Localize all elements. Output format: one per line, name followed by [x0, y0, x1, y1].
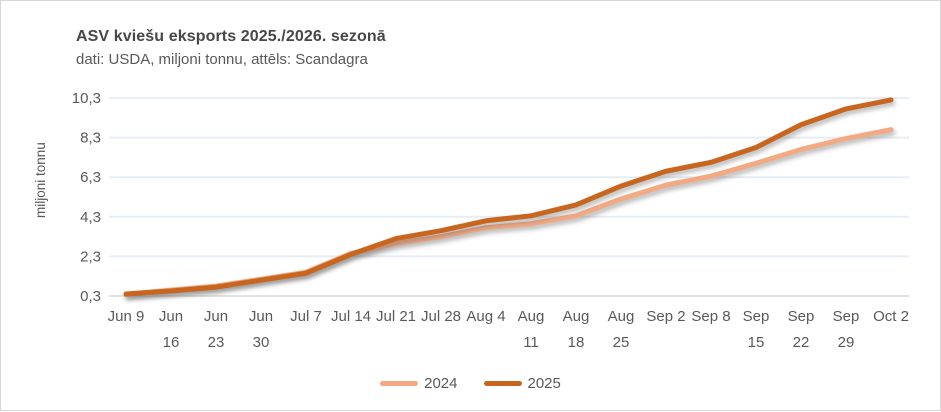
legend-item-2025: 2025 [483, 374, 561, 392]
x-tick-label: 30 [253, 334, 270, 351]
x-tick-label: 11 [523, 334, 539, 351]
y-axis-tick-labels: 0,3 2,3 4,3 6,3 8,3 10,3 [72, 90, 101, 305]
legend-swatch-2025 [483, 380, 522, 386]
y-tick-label: 4,3 [80, 209, 101, 226]
x-tick-label: 29 [838, 334, 855, 351]
x-tick-label: Jul 28 [421, 308, 461, 325]
legend-label-2024: 2024 [424, 374, 458, 392]
chart-subtitle: dati: USDA, miljoni tonnu, attēls: Scand… [76, 51, 368, 68]
x-tick-label: Jun 9 [108, 308, 145, 325]
chart-legend: 2024 2025 [1, 371, 940, 395]
gridlines [109, 97, 909, 297]
x-tick-label: Jul 21 [376, 308, 416, 325]
series-line-2024 [123, 127, 894, 297]
y-tick-label: 8,3 [80, 130, 101, 147]
x-tick-label: 25 [613, 334, 630, 351]
series-line-2025 [123, 97, 894, 297]
legend-label-2025: 2025 [527, 374, 561, 392]
x-tick-label: Aug 4 [466, 308, 505, 325]
y-tick-label: 10,3 [72, 90, 101, 107]
x-tick-label: 16 [163, 334, 180, 351]
series-lines [123, 97, 894, 297]
x-tick-label: Oct 2 [873, 308, 909, 325]
x-tick-label: Jul 7 [290, 308, 322, 325]
y-tick-label: 0,3 [80, 288, 101, 305]
x-tick-label: 22 [793, 334, 810, 351]
x-tick-label: Sep [743, 308, 770, 325]
x-tick-label: Jun [204, 308, 228, 325]
x-tick-label: Jun [249, 308, 273, 325]
x-tick-label: Sep 2 [646, 308, 685, 325]
y-tick-label: 2,3 [80, 248, 101, 265]
x-tick-label: Aug [563, 308, 590, 325]
x-tick-label: 23 [208, 334, 225, 351]
x-tick-label: Sep [788, 308, 815, 325]
x-tick-label: Aug [518, 308, 545, 325]
y-tick-label: 6,3 [80, 169, 101, 186]
legend-item-2024: 2024 [380, 374, 458, 392]
x-axis-tick-labels: Jun 9 Jun 16 Jun 23 Jun 30 Jul 7 Jul 14 Jul 21 Jul… [108, 308, 909, 351]
x-tick-label: Sep 8 [691, 308, 730, 325]
x-tick-label: 18 [568, 334, 585, 351]
x-tick-label: Sep [833, 308, 860, 325]
x-tick-label: Aug [608, 308, 635, 325]
legend-swatch-2024 [380, 380, 419, 386]
x-tick-label: Jun [159, 308, 183, 325]
chart-title: ASV kviešu eksports 2025./2026. sezonā [76, 28, 386, 45]
x-tick-label: 15 [748, 334, 765, 351]
x-tick-label: Jul 14 [331, 308, 371, 325]
